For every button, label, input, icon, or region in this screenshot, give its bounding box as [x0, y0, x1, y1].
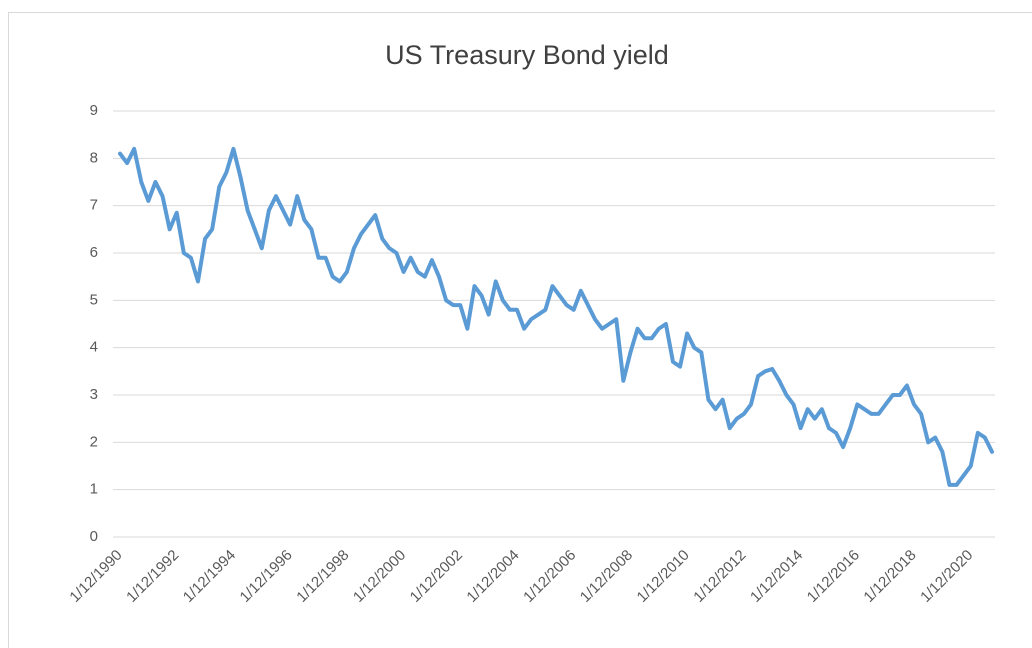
- y-tick-label: 4: [90, 339, 98, 356]
- y-tick-label: 9: [90, 102, 98, 119]
- y-tick-label: 6: [90, 244, 98, 261]
- chart-title: US Treasury Bond yield: [385, 40, 669, 70]
- y-tick-label: 2: [90, 433, 98, 450]
- y-tick-label: 5: [90, 291, 98, 308]
- y-tick-label: 0: [90, 528, 98, 545]
- y-tick-label: 7: [90, 197, 98, 214]
- y-tick-label: 3: [90, 386, 98, 403]
- y-tick-label: 1: [90, 481, 98, 498]
- chart-frame: [8, 12, 1032, 648]
- data-line: [118, 146, 994, 487]
- y-tick-label: 8: [90, 149, 98, 166]
